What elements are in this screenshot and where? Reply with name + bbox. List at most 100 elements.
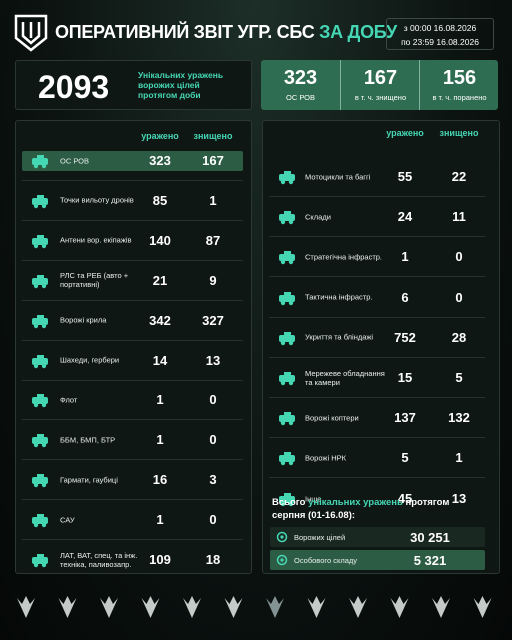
period-to: по 23:59 16.08.2026	[401, 37, 479, 47]
row-label: Ворожі крила	[60, 315, 107, 325]
destroyed-value: 22	[451, 169, 467, 184]
row-label: Укриття та бліндажі	[305, 332, 374, 342]
month-label: Ворожих цілей	[294, 533, 346, 542]
row-label: Стратегічна інфрастр.	[305, 252, 383, 262]
destroyed-value: 9	[209, 272, 217, 288]
column-header: знищено	[193, 131, 233, 141]
hit-value: 137	[394, 410, 416, 426]
table-row: САУ 1 0	[22, 500, 243, 541]
table-row: Флот 1 0	[22, 380, 243, 421]
destroyed-value: 11	[452, 209, 466, 225]
hit-value: 45	[397, 490, 413, 506]
row-icon	[32, 194, 48, 209]
partner-logo	[307, 596, 326, 618]
row-label: Мотоцикли та баггі	[305, 172, 371, 181]
hit-value: 342	[149, 312, 171, 328]
row-icon	[279, 291, 295, 305]
row-label: Флот	[60, 395, 78, 405]
partner-logo	[432, 596, 450, 618]
personnel-label: ОС РОВ	[285, 93, 315, 102]
row-icon	[32, 155, 48, 169]
partner-logo	[17, 596, 35, 618]
table-panel: уражено знищено Мотоцикли та баггі 55 22 Скла…	[262, 120, 500, 574]
row-icon	[279, 251, 295, 265]
destroyed-value: 0	[455, 249, 463, 265]
row-label: Ворожі коптери	[305, 413, 359, 423]
hit-value: 752	[394, 329, 416, 345]
hit-value: 6	[401, 289, 409, 305]
partner-logo	[224, 596, 243, 618]
table-row: ЛАТ, ВАТ, спец. та інж. техніка, паливоз…	[22, 540, 243, 580]
destroyed-value: 18	[205, 552, 221, 567]
total-box: 2093 Унікальних уражень ворожих цілей пр…	[15, 60, 252, 110]
month-title-start: Всього	[272, 497, 306, 508]
month-title-highlight: унікальних уражень	[308, 497, 403, 508]
total-label: Унікальних уражень ворожих цілей протяго…	[138, 70, 224, 100]
destroyed-value: 87	[205, 232, 221, 248]
period-box: з 00:00 16.08.2026 по 23:59 16.08.2026	[386, 18, 494, 50]
destroyed-value: 167	[202, 153, 224, 168]
table-row: Ворожі НРК 5 1	[269, 438, 485, 479]
hit-value: 55	[397, 169, 413, 184]
row-icon	[32, 274, 48, 288]
destroyed-value: 1	[455, 450, 463, 466]
hit-value: 323	[149, 153, 171, 168]
row-label: Інше	[305, 494, 322, 504]
destroyed-value: 0	[209, 512, 217, 528]
hit-value: 21	[152, 272, 168, 288]
partner-logo	[390, 596, 409, 618]
table-row: Гармати, гаубиці 16 3	[22, 460, 243, 501]
month-row: Ворожих цілей 30 251	[270, 527, 485, 547]
destroyed-value: 3	[209, 472, 217, 488]
hit-value: 109	[149, 552, 171, 567]
table-row: ББМ, БМП, БТР 1 0	[22, 420, 243, 461]
destroyed-value: 13	[205, 352, 221, 368]
hit-value: 5	[401, 450, 409, 466]
row-icon	[32, 394, 48, 408]
hit-value: 16	[152, 472, 168, 488]
destroyed-value: 5	[455, 370, 463, 385]
row-label: ЛАТ, ВАТ, спец. та інж. техніка, паливоз…	[60, 551, 138, 569]
row-icon	[279, 211, 295, 225]
month-label: Особового складу	[294, 556, 357, 565]
row-icon	[279, 171, 295, 185]
table-row: Інше 45 13	[269, 479, 485, 519]
row-icon	[32, 434, 48, 448]
partner-logo	[141, 596, 160, 618]
title-main: ОПЕРАТИВНИЙ ЗВІТ УГР. СБС	[55, 22, 315, 42]
row-label: Ворожі НРК	[305, 453, 346, 463]
row-label: РЛС та РЕБ (авто + портативні)	[60, 271, 129, 290]
row-icon	[279, 452, 295, 466]
logo	[14, 14, 48, 52]
title: ОПЕРАТИВНИЙ ЗВІТ УГР. СБС ЗА ДОБУ	[55, 22, 397, 43]
row-icon	[32, 554, 48, 568]
row-label: ББМ, БМП, БТР	[60, 435, 116, 445]
hit-value: 1	[401, 249, 409, 265]
table-panel: уражено знищено ОС РОВ 323 167 Точки вильоту …	[15, 120, 252, 574]
row-label: Точки вильоту дронів	[60, 195, 134, 205]
personnel-cell: 323 ОС РОВ	[261, 60, 340, 110]
column-header: уражено	[141, 131, 179, 141]
destroyed-value: 28	[451, 329, 467, 345]
month-title-end: протягом серпня (01-16.08):	[272, 497, 450, 521]
destroyed-value: 0	[455, 289, 463, 305]
personnel-value: 323	[283, 67, 318, 89]
hit-value: 85	[152, 192, 168, 208]
hit-value: 1	[156, 392, 164, 408]
personnel-cell: 156 в т. ч. поранено	[419, 60, 499, 110]
month-icon	[276, 531, 288, 543]
table-row: Склади 24 11	[269, 197, 485, 238]
hit-value: 14	[152, 352, 168, 368]
row-icon	[32, 234, 48, 248]
hit-value: 1	[156, 512, 164, 528]
row-label: Мережеве обладнання та камери	[305, 368, 385, 387]
personnel-label: в т. ч. поранено	[432, 93, 487, 102]
personnel-value: 156	[442, 67, 477, 89]
destroyed-value: 0	[209, 392, 217, 408]
column-header: уражено	[386, 128, 424, 138]
hit-value: 24	[397, 209, 413, 225]
destroyed-value: 1	[209, 192, 217, 208]
row-icon	[279, 412, 295, 426]
personnel-cell: 167 в т. ч. знищено	[340, 60, 420, 110]
